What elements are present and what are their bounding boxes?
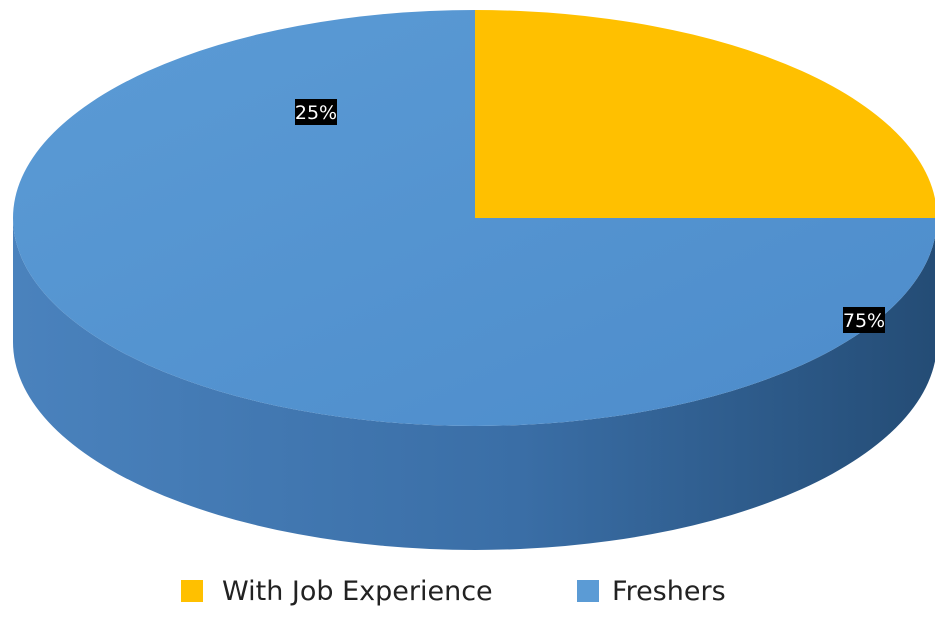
legend-swatch-freshers [577,580,599,602]
pie-body: 25% 75% [13,10,935,550]
legend-item-freshers[interactable]: Freshers [577,576,726,607]
data-label-experience: 25% [295,102,337,124]
pie-slice-freshers [13,10,935,426]
legend-label-experience: With Job Experience [222,576,493,607]
legend: With Job Experience Freshers [181,576,726,607]
legend-swatch-experience [181,580,203,602]
pie-slice-experience [475,10,935,218]
data-label-freshers: 75% [843,310,885,332]
data-label-bg-experience [295,99,337,125]
pie-side-wall [13,218,935,550]
data-label-bg-freshers [843,307,885,333]
legend-label-freshers: Freshers [612,576,726,607]
legend-item-experience[interactable]: With Job Experience [181,576,493,607]
